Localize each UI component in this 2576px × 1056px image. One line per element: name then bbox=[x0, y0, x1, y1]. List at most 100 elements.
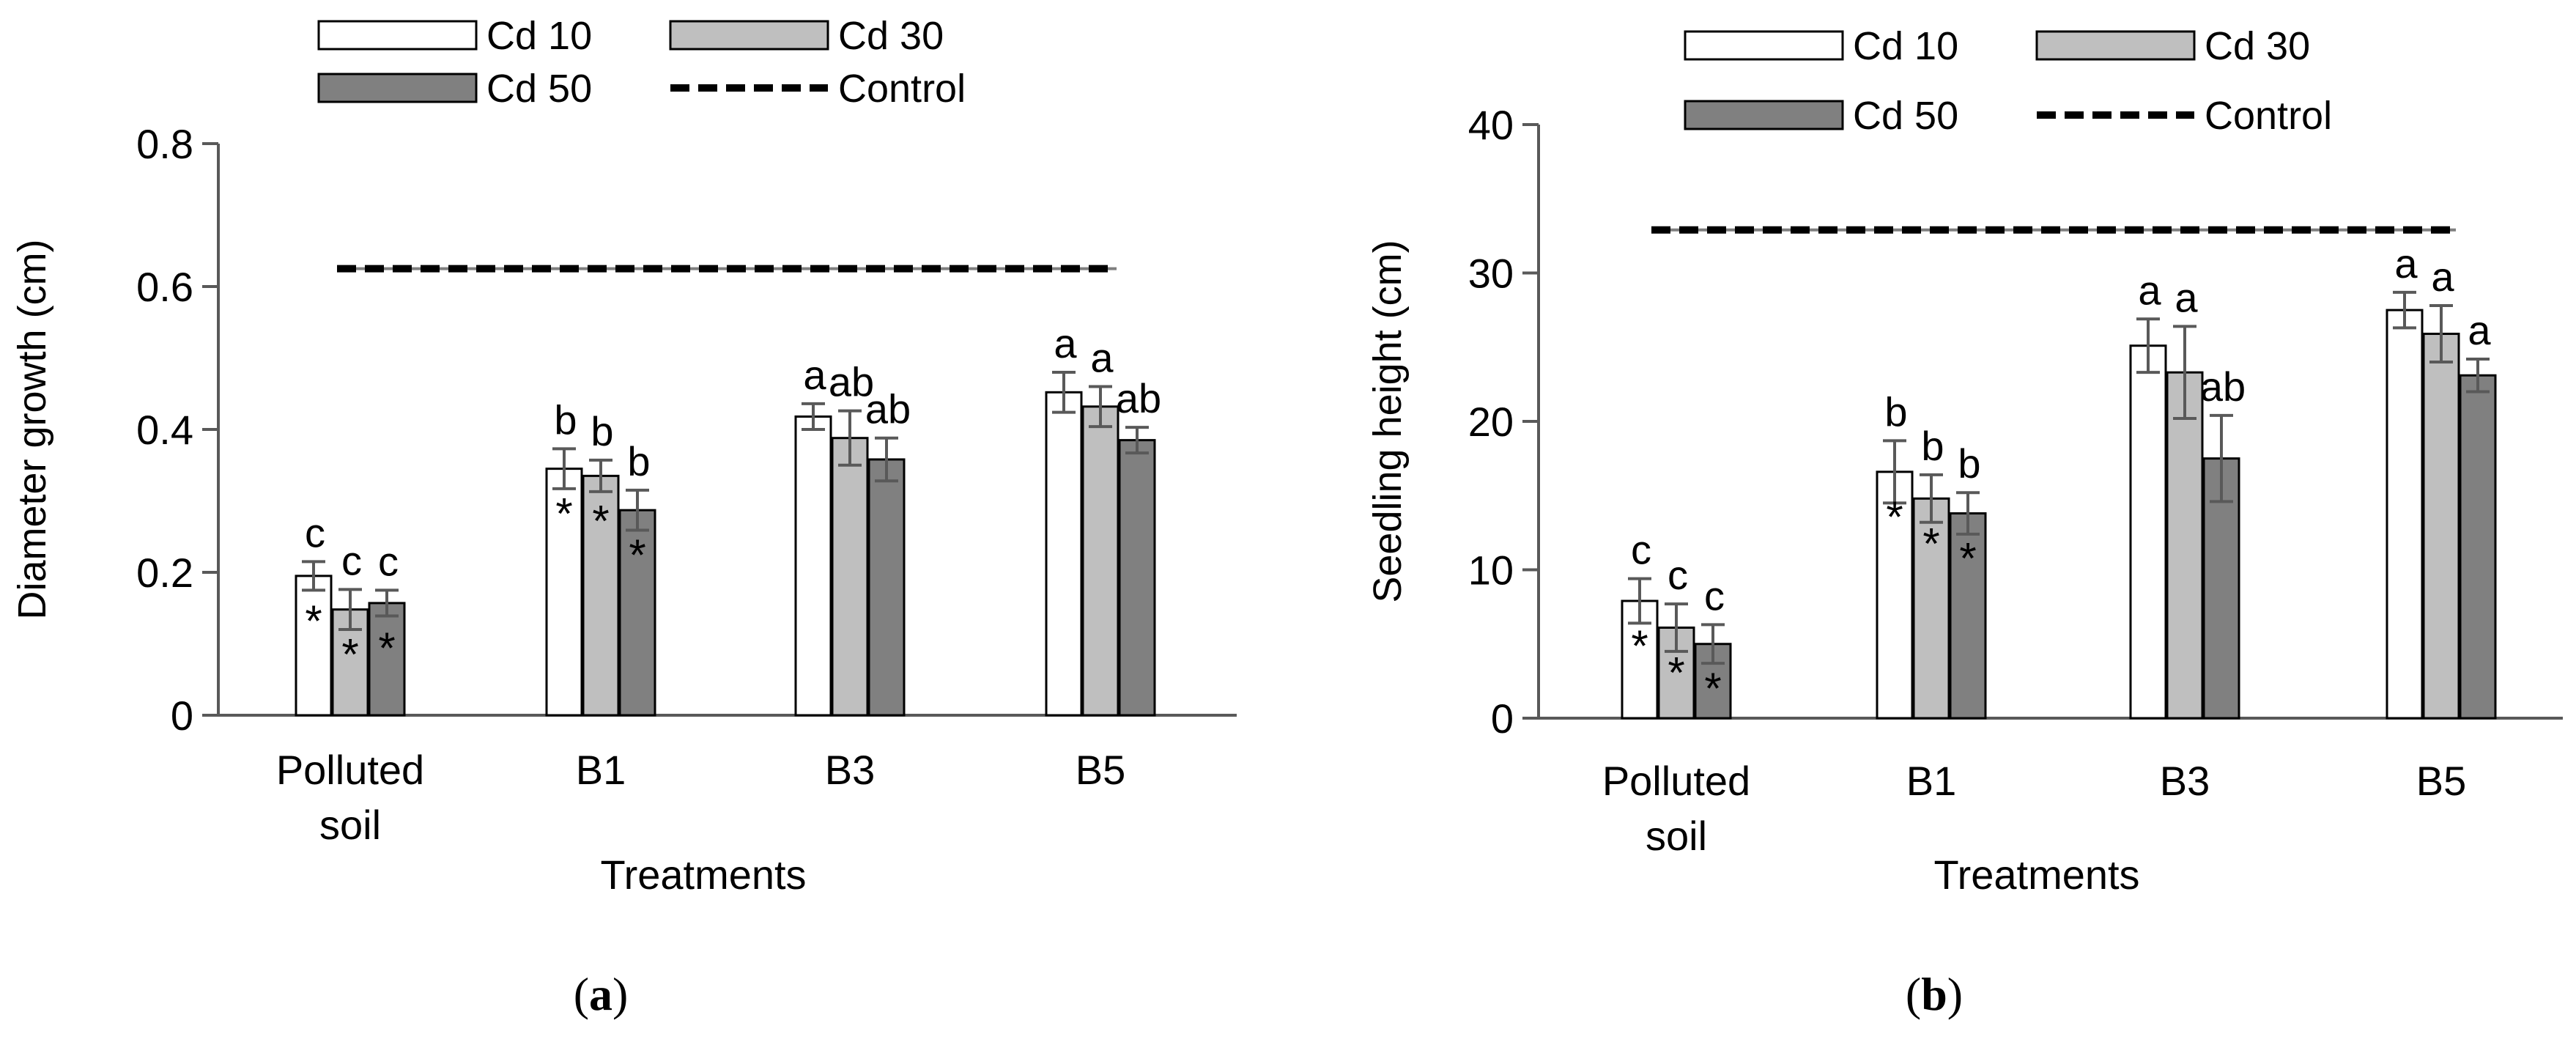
significance-star: * bbox=[1886, 492, 1903, 542]
significance-letter: b bbox=[627, 438, 650, 484]
legend: Cd 10 Cd 30 Cd 50 Control bbox=[1684, 24, 2332, 138]
significance-star: * bbox=[305, 597, 322, 646]
bar bbox=[1045, 391, 1083, 717]
chart-panel-a: 0 0.2 0.4 0.6 0.8 Diameter growth (cm) c * c * c * P… bbox=[10, 14, 1237, 1020]
legend-swatch bbox=[1684, 100, 1844, 130]
legend-swatch bbox=[2035, 30, 2196, 61]
panel-caption: (b) bbox=[1906, 968, 1963, 1020]
legend-label: Control bbox=[2205, 94, 2332, 138]
legend-swatch bbox=[1684, 30, 1844, 61]
bar bbox=[582, 474, 620, 717]
bar bbox=[295, 575, 333, 717]
significance-star: * bbox=[341, 630, 358, 679]
significance-star: * bbox=[1704, 664, 1721, 713]
legend: Cd 10 Cd 30 Cd 50 Control bbox=[317, 14, 966, 111]
x-tick-label: B5 bbox=[2416, 758, 2467, 804]
y-tick-label: 40 bbox=[1468, 102, 1514, 148]
significance-letter: a bbox=[2468, 307, 2491, 353]
bar bbox=[2386, 309, 2424, 720]
x-tick-label: B5 bbox=[1076, 747, 1126, 793]
legend-swatch bbox=[317, 20, 478, 51]
bar bbox=[618, 509, 656, 717]
y-tick-label: 0.6 bbox=[136, 264, 193, 310]
bar bbox=[794, 415, 832, 717]
significance-letter: b bbox=[1958, 440, 1980, 487]
bar bbox=[545, 468, 583, 717]
x-tick-label: Polluted bbox=[1602, 758, 1750, 804]
significance-letter: b bbox=[1884, 388, 1907, 435]
significance-letter: c bbox=[305, 509, 325, 555]
legend-label: Cd 50 bbox=[486, 67, 592, 111]
x-tick-label: Polluted bbox=[276, 747, 424, 793]
x-tick-label: soil bbox=[1646, 813, 1707, 859]
legend-label: Cd 10 bbox=[486, 14, 592, 58]
legend-label: Cd 10 bbox=[1853, 24, 1958, 68]
significance-letter: a bbox=[803, 352, 826, 398]
x-tick-label: B1 bbox=[576, 747, 626, 793]
significance-letter: c bbox=[341, 537, 362, 583]
significance-star: * bbox=[1959, 534, 1976, 583]
significance-letter: ab bbox=[865, 386, 911, 432]
x-tick-label: B3 bbox=[2160, 758, 2210, 804]
significance-letter: b bbox=[591, 408, 613, 454]
legend-swatch bbox=[669, 20, 829, 51]
y-tick-label: 20 bbox=[1468, 399, 1514, 445]
legend-label: Cd 30 bbox=[2205, 24, 2310, 68]
bar bbox=[831, 437, 869, 717]
y-tick-label: 0.2 bbox=[136, 550, 193, 596]
x-axis-title: Treatments bbox=[600, 852, 806, 898]
bar bbox=[368, 602, 406, 717]
x-tick-label: B3 bbox=[825, 747, 876, 793]
y-tick-label: 0.8 bbox=[136, 121, 193, 167]
panel-caption: (a) bbox=[574, 968, 629, 1020]
bar bbox=[1118, 439, 1156, 717]
significance-star: * bbox=[592, 496, 609, 545]
significance-letter: b bbox=[1921, 423, 1944, 469]
significance-star: * bbox=[1668, 648, 1684, 697]
significance-letter: ab bbox=[2200, 363, 2246, 410]
significance-letter: a bbox=[2394, 240, 2418, 287]
bar bbox=[1912, 497, 1950, 720]
y-axis-title: Seedling height (cm) bbox=[1366, 240, 1410, 602]
significance-star: * bbox=[1631, 621, 1648, 671]
bar bbox=[2166, 371, 2204, 720]
bar bbox=[867, 458, 906, 717]
significance-letter: a bbox=[1090, 335, 1114, 381]
significance-star: * bbox=[378, 624, 395, 673]
chart-panel-b: 0 10 20 30 40 Seedling height (cm) c * c * c * Pollu… bbox=[1366, 24, 2563, 1020]
significance-star: * bbox=[1922, 519, 1939, 568]
bar bbox=[2422, 333, 2460, 720]
bar bbox=[1949, 512, 1987, 720]
x-axis-title: Treatments bbox=[1933, 852, 2139, 898]
significance-letter: ab bbox=[829, 359, 874, 405]
bar bbox=[1081, 405, 1119, 717]
bar bbox=[1876, 470, 1914, 720]
significance-letter: b bbox=[554, 396, 577, 443]
significance-letter: c bbox=[1631, 527, 1651, 573]
significance-letter: a bbox=[2138, 267, 2161, 313]
significance-letter: ab bbox=[1116, 375, 1161, 421]
significance-letter: a bbox=[2175, 274, 2198, 320]
y-tick-label: 30 bbox=[1468, 251, 1514, 297]
legend-label: Cd 50 bbox=[1853, 94, 1958, 138]
y-axis-title: Diameter growth (cm) bbox=[10, 239, 54, 619]
significance-letter: a bbox=[1054, 320, 1077, 366]
significance-letter: a bbox=[2431, 254, 2454, 300]
legend-label: Control bbox=[838, 67, 966, 111]
y-tick-label: 0.4 bbox=[136, 407, 193, 453]
y-tick-label: 0 bbox=[171, 693, 193, 739]
significance-letter: c bbox=[1668, 552, 1688, 598]
x-tick-label: soil bbox=[319, 802, 381, 848]
legend-label: Cd 30 bbox=[838, 14, 944, 58]
significance-letter: c bbox=[1704, 572, 1725, 619]
significance-letter: c bbox=[378, 538, 399, 584]
y-tick-label: 10 bbox=[1468, 547, 1514, 594]
x-tick-label: B1 bbox=[1906, 758, 1957, 804]
legend-swatch bbox=[317, 73, 478, 103]
y-tick-label: 0 bbox=[1491, 695, 1514, 742]
bar bbox=[2459, 374, 2497, 720]
significance-star: * bbox=[629, 531, 645, 580]
significance-star: * bbox=[555, 490, 572, 539]
bar bbox=[2129, 344, 2167, 720]
